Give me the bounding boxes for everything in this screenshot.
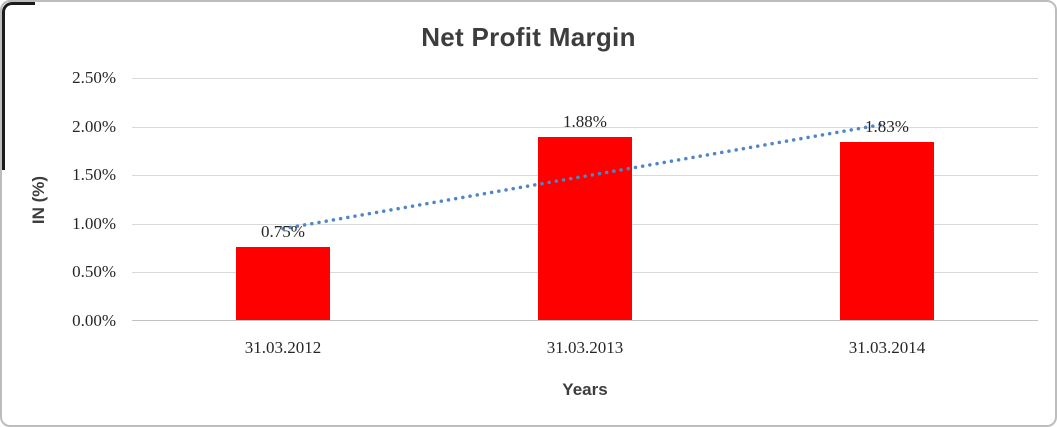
bar <box>236 247 330 320</box>
x-category-label: 31.03.2012 <box>244 338 322 357</box>
x-axis-title: Years <box>562 380 608 399</box>
grid-line <box>132 126 1038 128</box>
grid-line <box>132 78 1038 79</box>
bar <box>538 137 632 320</box>
x-axis-labels: 31.03.2012 31.03.2013 31.03.2014 <box>132 338 1038 362</box>
trendline-svg <box>281 121 889 231</box>
y-tick-label: 0.00% <box>72 311 116 330</box>
x-axis-line <box>132 320 1038 321</box>
x-category-label: 31.03.2014 <box>848 338 926 357</box>
y-tick-label: 1.50% <box>72 165 116 185</box>
y-tick-label: 1.00% <box>72 213 116 233</box>
plot-area: 0.75% 1.88% 1.83% <box>132 78 1038 321</box>
y-tick-label: 0.50% <box>72 262 116 282</box>
y-axis-labels: 0.00% 0.50% 1.00% 1.50% 2.00% 2.50% <box>2 68 116 330</box>
data-label: 1.88% <box>563 112 607 132</box>
x-category-label: 31.03.2013 <box>546 338 624 357</box>
y-tick-label: 2.00% <box>72 116 116 136</box>
trendline <box>281 121 889 231</box>
data-label: 0.75% <box>261 222 305 242</box>
y-tick-label: 2.50% <box>72 68 116 87</box>
bar <box>840 142 934 320</box>
chart-title: Net Profit Margin <box>421 22 636 52</box>
data-label: 1.83% <box>865 117 909 137</box>
